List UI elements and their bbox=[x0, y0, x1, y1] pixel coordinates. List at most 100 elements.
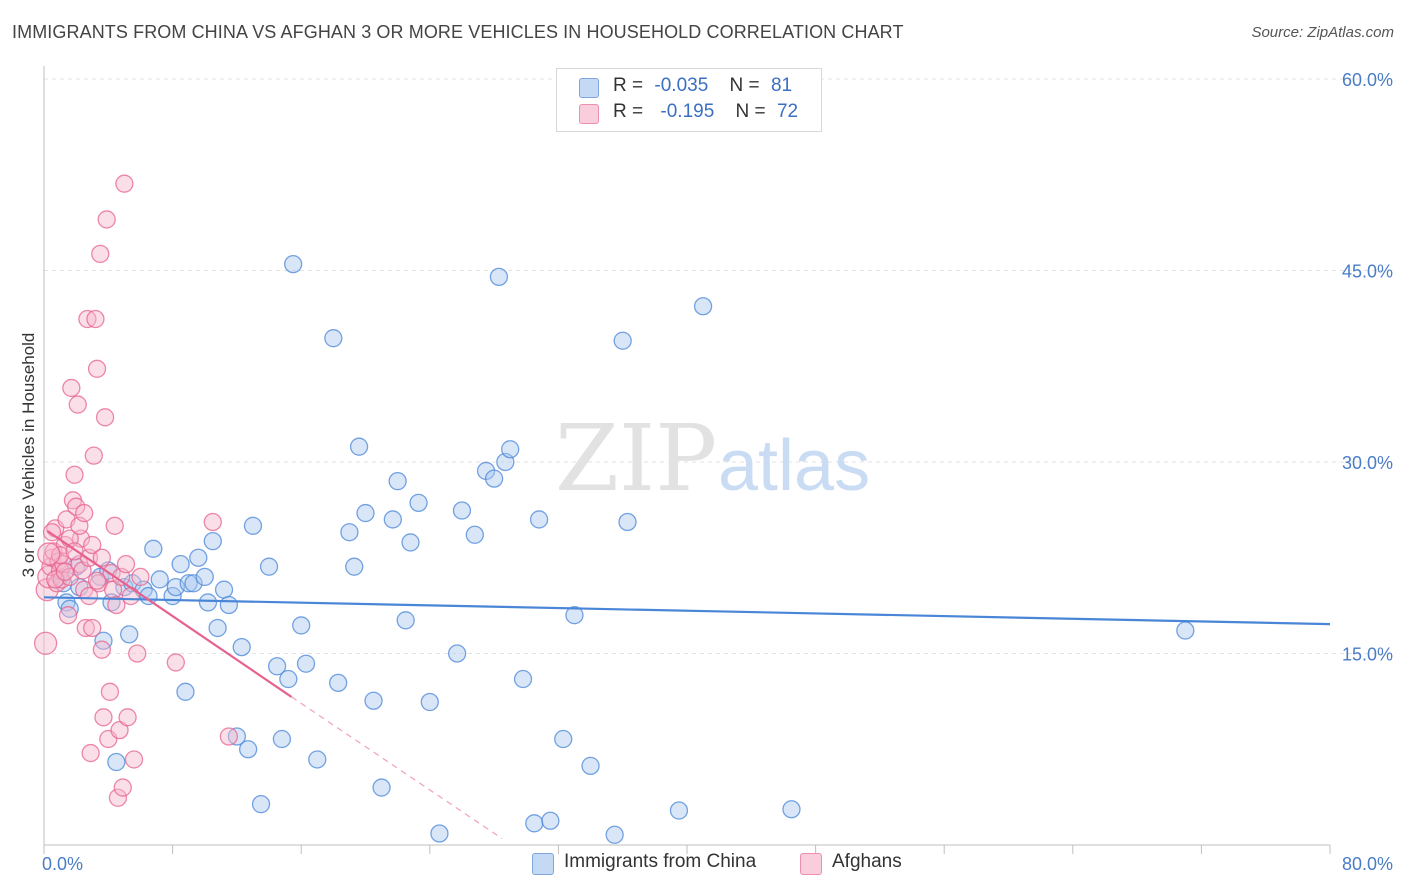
china-point bbox=[452, 501, 472, 520]
legend: R = -0.035 N = 81 R = -0.195 N = 72 bbox=[556, 68, 822, 132]
china-point bbox=[329, 673, 348, 693]
china-point bbox=[251, 794, 271, 814]
afghans-point bbox=[84, 446, 103, 465]
china-point bbox=[144, 539, 163, 558]
china-point bbox=[292, 616, 311, 635]
china-point bbox=[430, 824, 449, 843]
afghans-point bbox=[92, 640, 112, 659]
afghans-point bbox=[92, 548, 112, 567]
afghans-point bbox=[58, 606, 78, 625]
axes bbox=[43, 66, 1331, 854]
china-point bbox=[272, 729, 292, 749]
china-point bbox=[150, 570, 169, 589]
afghans-trend-line-extension bbox=[291, 696, 503, 840]
china-point bbox=[465, 525, 484, 544]
china-point bbox=[409, 493, 428, 513]
afghans-point bbox=[131, 567, 150, 587]
china-point bbox=[388, 471, 407, 491]
legend-n-value-afghans: 72 bbox=[776, 101, 799, 122]
afghans-point bbox=[75, 503, 94, 523]
y-tick-label: 30.0% bbox=[1342, 453, 1393, 473]
afghans-point bbox=[91, 244, 110, 264]
china-point bbox=[324, 329, 343, 348]
afghans-point bbox=[81, 743, 100, 763]
bottom-legend-swatch-china bbox=[532, 853, 554, 875]
china-point bbox=[267, 657, 287, 676]
china-point bbox=[195, 567, 214, 587]
afghans-point bbox=[118, 708, 137, 727]
china-point bbox=[189, 548, 208, 567]
china-point bbox=[581, 756, 600, 775]
afghans-point bbox=[166, 653, 185, 672]
watermark-zip: ZIP bbox=[555, 405, 717, 512]
legend-n-label: N = bbox=[735, 101, 766, 122]
y-tick-label: 45.0% bbox=[1342, 262, 1393, 282]
china-point bbox=[356, 503, 375, 523]
x-tick-label-min: 0.0% bbox=[42, 854, 83, 874]
afghans-point bbox=[108, 788, 128, 807]
china-point bbox=[501, 440, 520, 459]
legend-r-label: R = bbox=[613, 101, 644, 122]
afghans-point bbox=[124, 750, 144, 769]
china-point bbox=[214, 580, 234, 599]
china-point bbox=[239, 740, 258, 759]
watermark-atlas: atlas bbox=[718, 426, 870, 506]
china-point bbox=[176, 682, 195, 701]
china-point bbox=[184, 574, 203, 593]
afghans-point bbox=[68, 395, 87, 414]
legend-r-value-afghans: -0.195 bbox=[660, 101, 715, 122]
china-point bbox=[782, 800, 801, 819]
china-point bbox=[179, 574, 198, 593]
china-point bbox=[513, 669, 533, 689]
china-point bbox=[364, 691, 383, 710]
china-point bbox=[279, 669, 298, 689]
china-trend-line bbox=[43, 596, 1331, 626]
bottom-legend-swatch-afghans bbox=[800, 853, 822, 875]
china-point bbox=[259, 557, 279, 576]
grid-lines bbox=[44, 78, 1392, 654]
china-point bbox=[372, 778, 391, 797]
afghans-point bbox=[219, 727, 239, 746]
china-point bbox=[396, 611, 415, 630]
afghans-point bbox=[79, 586, 99, 606]
afghans-point bbox=[115, 174, 134, 193]
bottom-legend-label-china: Immigrants from China bbox=[564, 851, 757, 872]
china-point bbox=[232, 637, 251, 657]
chart-title: IMMIGRANTS FROM CHINA VS AFGHAN 3 OR MOR… bbox=[12, 22, 904, 42]
afghans-point bbox=[46, 570, 65, 589]
china-point bbox=[198, 593, 218, 612]
china-point bbox=[554, 729, 573, 749]
afghans-point bbox=[116, 554, 136, 574]
china-point bbox=[107, 752, 126, 772]
china-point bbox=[340, 523, 359, 542]
afghans-point bbox=[62, 378, 81, 398]
y-tick-label: 60.0% bbox=[1342, 70, 1393, 90]
china-point bbox=[203, 532, 222, 551]
legend-swatch-afghans bbox=[579, 104, 599, 124]
china-point bbox=[669, 801, 689, 820]
china-point bbox=[484, 469, 504, 488]
china-point bbox=[613, 331, 632, 350]
china-point bbox=[525, 814, 544, 833]
data-points bbox=[33, 174, 1195, 844]
china-point bbox=[349, 437, 369, 456]
china-point bbox=[618, 512, 637, 532]
trend-lines bbox=[43, 530, 1331, 840]
afghans-point bbox=[76, 618, 95, 638]
legend-swatch-china bbox=[579, 78, 599, 98]
watermark: ZIP atlas bbox=[555, 405, 870, 512]
china-point bbox=[120, 625, 139, 644]
afghans-point bbox=[65, 465, 84, 484]
afghans-point bbox=[95, 408, 115, 427]
china-point bbox=[693, 297, 713, 316]
china-point bbox=[308, 750, 327, 769]
china-point bbox=[60, 599, 79, 618]
y-axis-label: 3 or more Vehicles in Household bbox=[19, 333, 38, 578]
china-point bbox=[401, 533, 420, 552]
afghans-point bbox=[83, 618, 102, 638]
afghans-point bbox=[113, 778, 132, 797]
afghans-point bbox=[87, 571, 107, 590]
legend-r-label: R = bbox=[613, 75, 644, 96]
afghans-point bbox=[83, 535, 102, 555]
